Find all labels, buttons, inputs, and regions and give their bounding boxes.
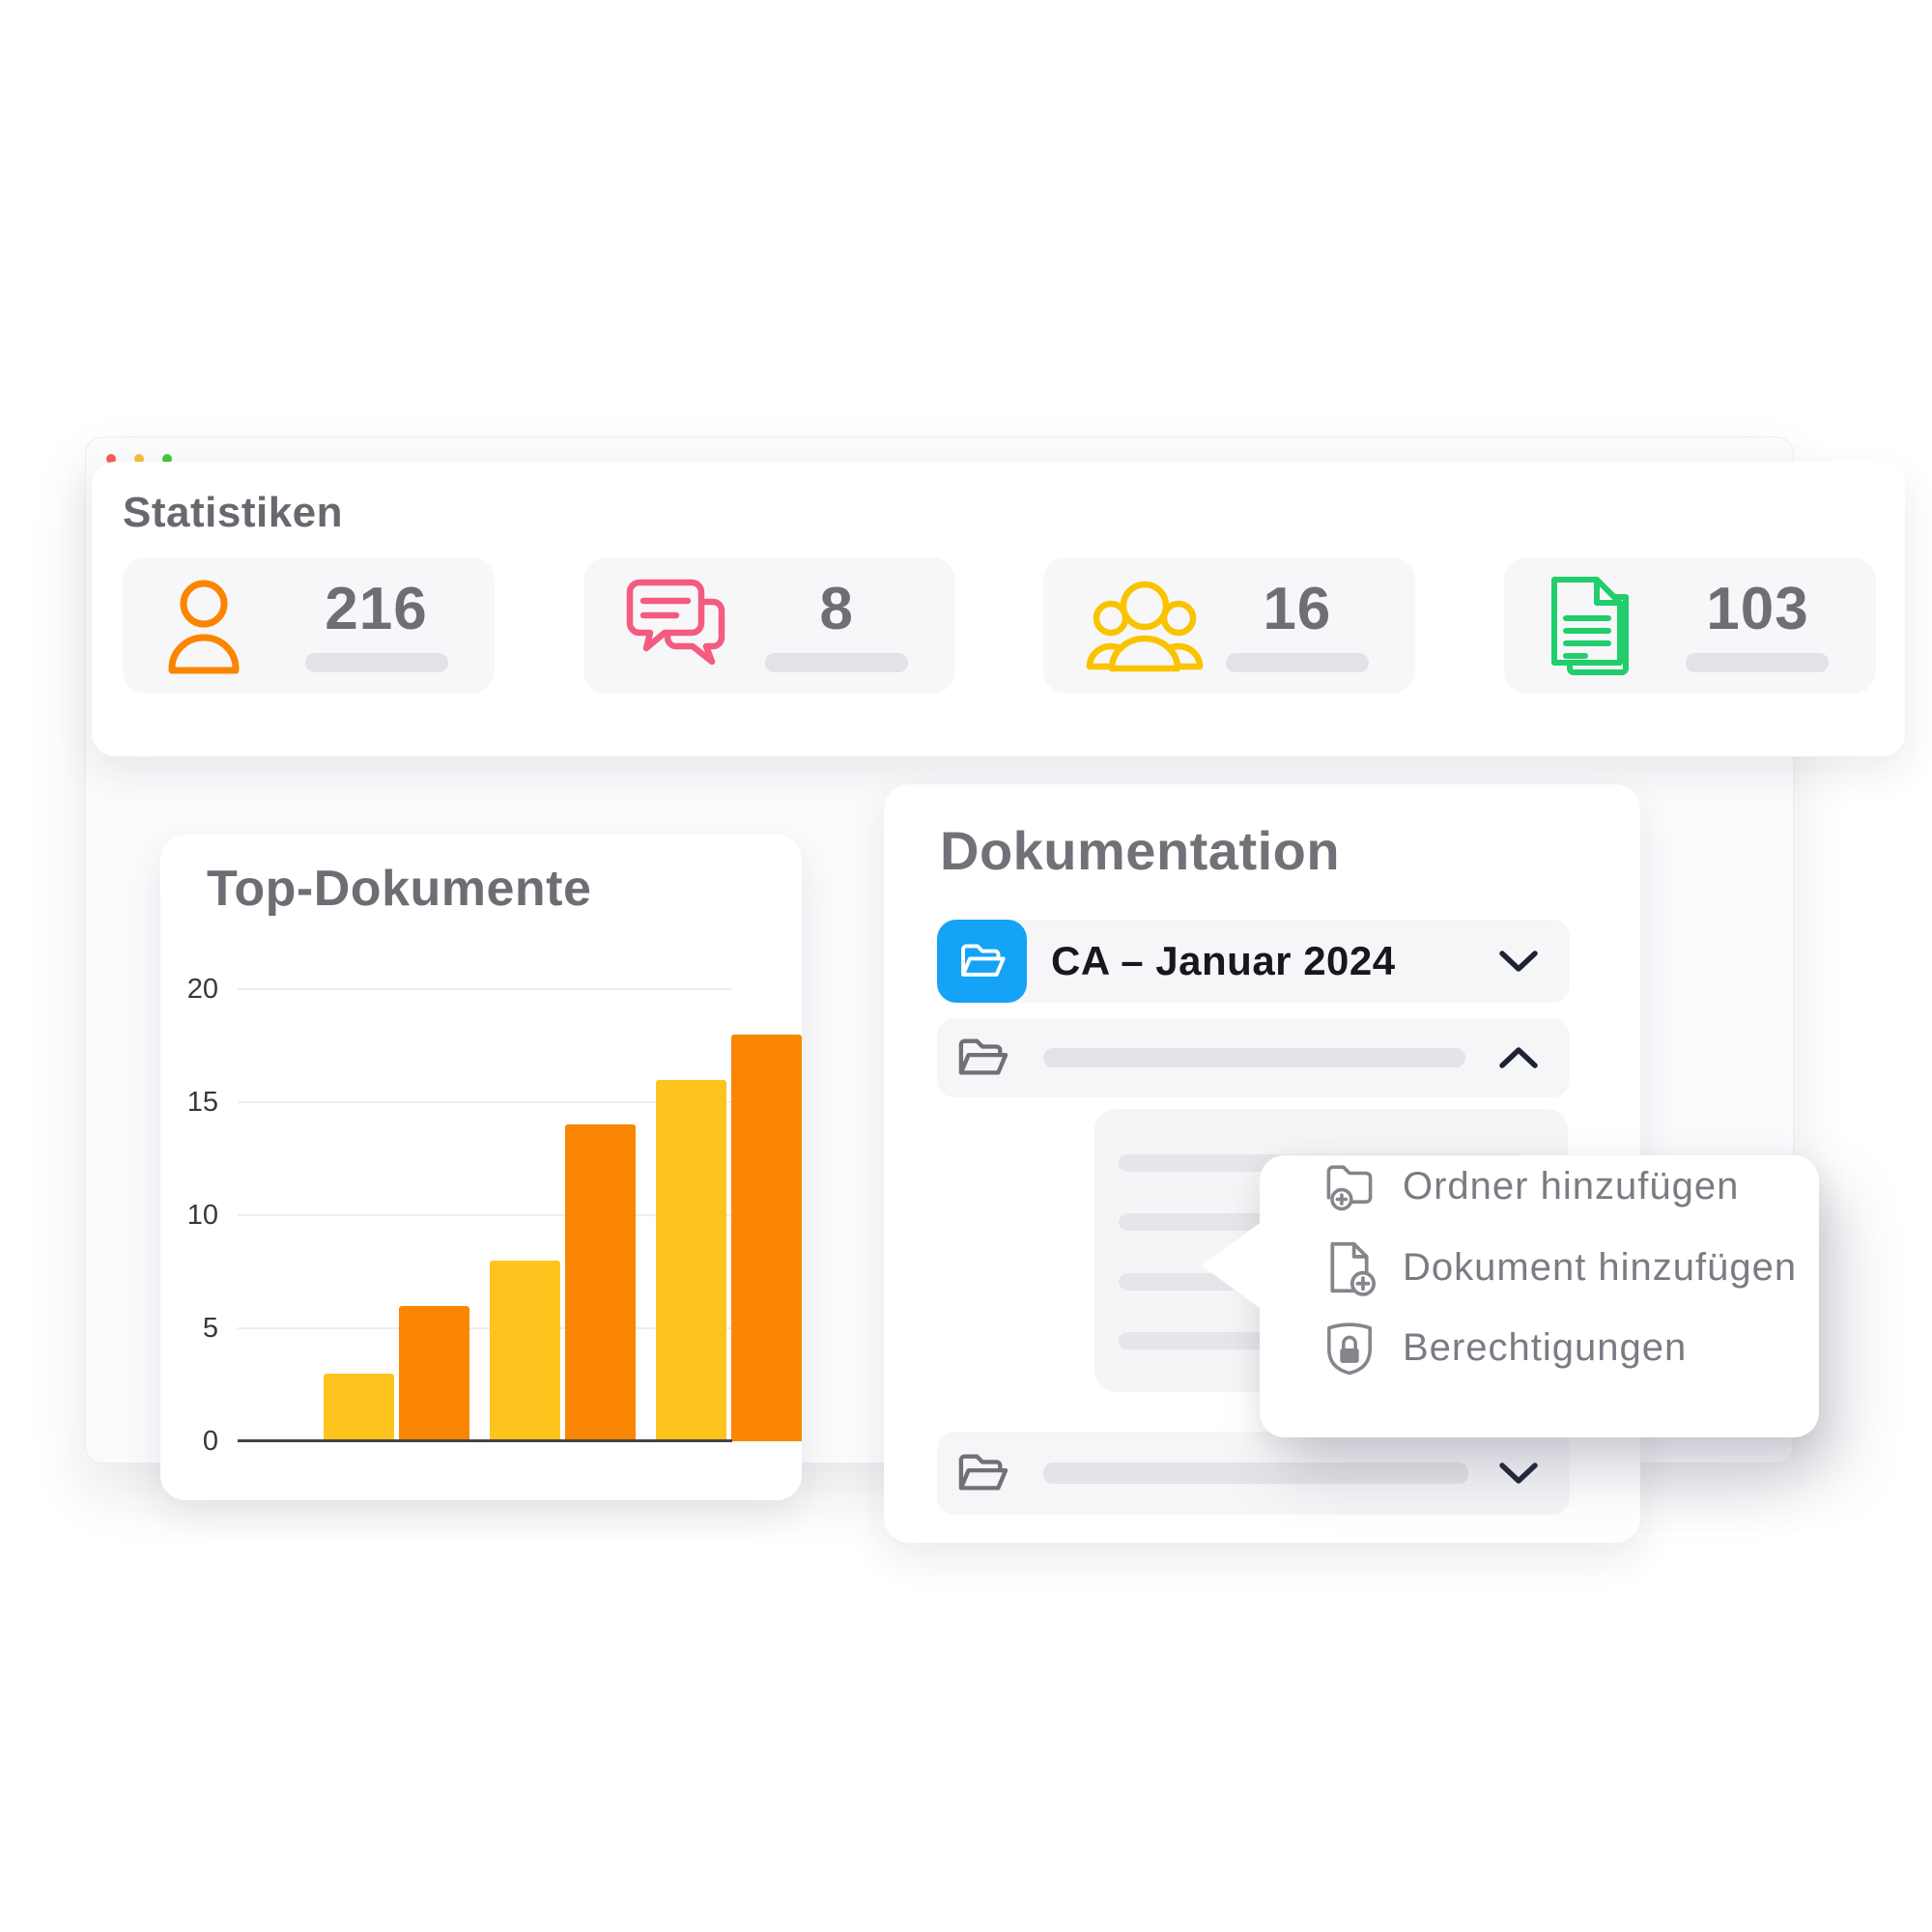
stat-value-comments: 8 [819, 575, 854, 642]
statistics-card: Statistiken 216 [92, 462, 1905, 756]
stat-tile-groups: 16 [1043, 557, 1416, 694]
y-axis-tick-label: 5 [202, 1313, 218, 1344]
menu-item-add-document[interactable]: Dokument hinzufügen [1323, 1238, 1798, 1296]
gridline [238, 1101, 732, 1103]
menu-item-add-folder[interactable]: Ordner hinzufügen [1323, 1160, 1739, 1212]
stat-tile-users: 216 [123, 557, 495, 694]
document-plus-icon [1323, 1238, 1376, 1296]
top-documents-card: Top-Dokumente 0 5 10 15 20 [160, 835, 802, 1500]
stat-col: 103 [1668, 575, 1847, 672]
chevron-up-icon[interactable] [1496, 1043, 1541, 1072]
group-icon [1086, 580, 1208, 672]
chart-title: Top-Dokumente [207, 861, 592, 917]
bar [565, 1124, 636, 1441]
bar [656, 1079, 726, 1441]
x-axis-line [238, 1439, 732, 1442]
context-menu: Ordner hinzufügen Dokument hinzufügen Be… [1202, 1155, 1819, 1437]
bar [490, 1260, 560, 1441]
folder-row-expanded[interactable] [937, 1018, 1570, 1097]
maximize-window-dot[interactable] [162, 454, 172, 464]
y-axis-tick-label: 20 [186, 974, 218, 1005]
close-window-dot[interactable] [106, 454, 116, 464]
stat-placeholder-bar [1686, 652, 1830, 672]
open-folder-icon [960, 944, 1006, 977]
y-axis-tick-label: 15 [186, 1087, 218, 1118]
bar-chart-plot: 0 5 10 15 20 [187, 976, 802, 1456]
stat-placeholder-bar [304, 652, 448, 672]
folder-plus-icon [1323, 1159, 1376, 1213]
folder-badge[interactable] [937, 920, 1027, 1003]
y-axis-tick-label: 0 [202, 1426, 218, 1457]
stat-tiles: 216 8 [123, 557, 1876, 694]
documents-icon [1547, 576, 1668, 676]
folder-row-ca-januar[interactable]: CA – Januar 2024 [937, 920, 1570, 1003]
stat-value-users: 216 [325, 575, 428, 642]
stat-tile-documents: 103 [1503, 557, 1876, 694]
gridline [238, 988, 732, 990]
menu-item-label: Berechtigungen [1403, 1325, 1688, 1369]
bar [731, 1034, 802, 1441]
minimize-window-dot[interactable] [134, 454, 144, 464]
stat-col: 16 [1208, 575, 1386, 672]
placeholder-text-bar [1043, 1463, 1468, 1484]
menu-item-label: Ordner hinzufügen [1403, 1164, 1740, 1208]
documentation-title: Dokumentation [940, 820, 1341, 881]
gridline [238, 1214, 732, 1216]
stat-value-groups: 16 [1263, 575, 1332, 642]
shield-lock-icon [1323, 1319, 1376, 1377]
menu-item-permissions[interactable]: Berechtigungen [1323, 1319, 1688, 1377]
folder-icon [954, 1449, 1010, 1497]
statistics-title: Statistiken [123, 489, 344, 536]
stat-value-documents: 103 [1706, 575, 1809, 642]
chat-icon [626, 579, 748, 673]
folder-row-label: CA – Januar 2024 [1051, 938, 1396, 983]
gridline [238, 1327, 732, 1329]
stat-placeholder-bar [765, 652, 909, 672]
stat-col: 8 [748, 575, 926, 672]
bar [399, 1305, 469, 1441]
stat-tile-comments: 8 [582, 557, 955, 694]
stat-col: 216 [287, 575, 466, 672]
chevron-down-icon[interactable] [1496, 947, 1541, 976]
person-icon [165, 578, 287, 674]
context-menu-arrow [1202, 1223, 1260, 1308]
menu-item-label: Dokument hinzufügen [1403, 1245, 1798, 1289]
chevron-down-icon[interactable] [1496, 1459, 1541, 1488]
folder-row-collapsed[interactable] [937, 1432, 1570, 1515]
y-axis-tick-label: 10 [186, 1200, 218, 1231]
folder-icon [954, 1034, 1010, 1082]
bar [324, 1373, 394, 1441]
stat-placeholder-bar [1225, 652, 1369, 672]
placeholder-text-bar [1043, 1048, 1465, 1067]
